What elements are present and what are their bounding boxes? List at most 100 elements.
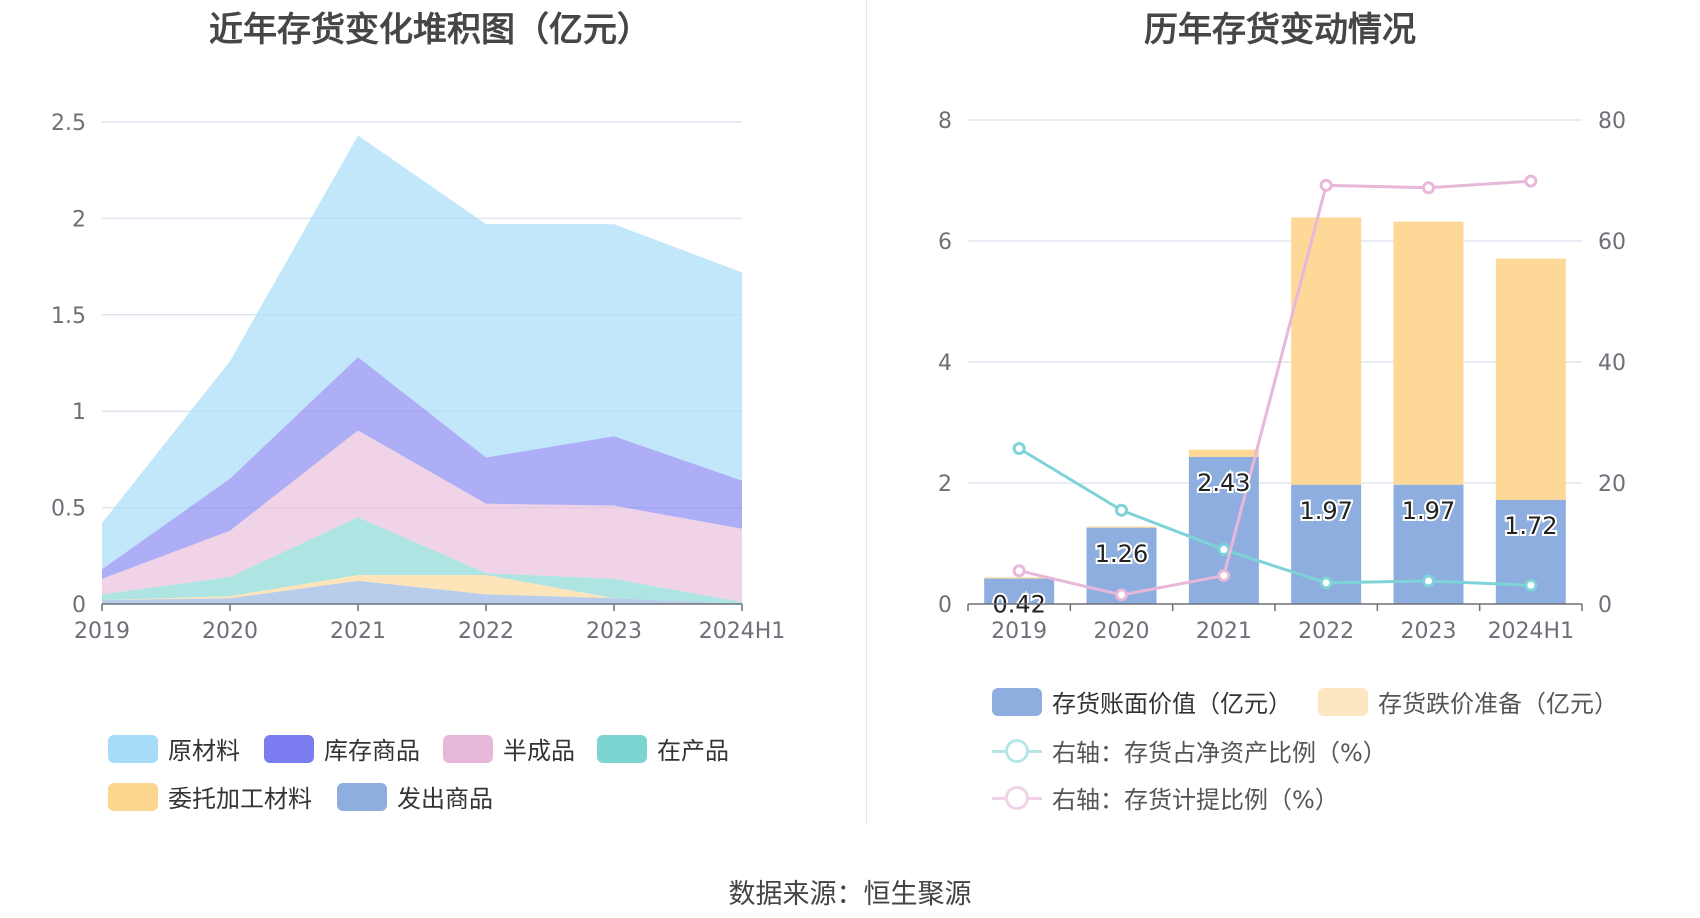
legend-label: 库存商品 <box>324 737 420 765</box>
bar-value-label: 1.26 <box>1095 540 1148 568</box>
line-ratio_net_assets <box>1018 447 1531 587</box>
y-right-tick-label: 80 <box>1598 109 1626 134</box>
y-left-tick-label: 2 <box>938 472 952 497</box>
y-right-tick-label: 60 <box>1598 230 1626 255</box>
legend-label: 半成品 <box>503 737 575 765</box>
legend-item-book-value[interactable]: 存货账面价值（亿元） <box>992 684 1292 719</box>
panel-divider <box>866 0 867 825</box>
x-tick-label: 2023 <box>1401 619 1457 644</box>
area-semi <box>102 430 742 603</box>
line-point <box>1422 574 1435 588</box>
bar-book-value <box>984 578 1055 604</box>
y-tick-label: 2.5 <box>51 111 86 136</box>
legend-swatch-book-value <box>992 687 1042 716</box>
left-area-series <box>102 135 742 604</box>
left-chart-title: 近年存货变化堆积图（亿元） <box>209 10 651 50</box>
line-point <box>1319 576 1333 590</box>
legend-label: 委托加工材料 <box>168 785 312 813</box>
legend-line-icon <box>992 784 1042 812</box>
bar-provision <box>1495 258 1566 500</box>
legend-label: 原材料 <box>168 737 240 765</box>
legend-item-ratio-net-assets[interactable]: 右轴：存货占净资产比例（%） <box>992 733 1387 768</box>
bar-provision <box>1393 221 1464 485</box>
line-point <box>1422 181 1435 195</box>
legend-item-wip[interactable]: 在产品 <box>597 731 729 766</box>
line-point <box>1524 578 1538 592</box>
legend-swatch-raw <box>108 734 158 763</box>
legend-label: 存货账面价值（亿元） <box>1052 690 1292 718</box>
x-tick-label: 2022 <box>1298 619 1354 644</box>
right-line-series <box>1012 174 1538 602</box>
y-left-tick-label: 4 <box>938 351 952 376</box>
right-chart-title: 历年存货变动情况 <box>1144 10 1416 50</box>
y-right-tick-label: 40 <box>1598 351 1626 376</box>
bar-value-label: 1.97 <box>1402 497 1455 525</box>
legend-swatch-semi <box>443 734 493 763</box>
x-tick-label: 2019 <box>74 619 130 644</box>
legend-label: 在产品 <box>657 737 729 765</box>
legend-item-shipped[interactable]: 发出商品 <box>337 779 493 814</box>
x-tick-label: 2022 <box>458 619 514 644</box>
legend-swatch-provision <box>1318 687 1368 716</box>
bar-value-label: 1.97 <box>1299 497 1352 525</box>
legend-swatch-consigned <box>108 782 158 811</box>
right-grid <box>968 119 1582 484</box>
legend-label: 右轴：存货计提比例（%） <box>1052 786 1339 814</box>
bar-value-label: 1.72 <box>1504 512 1557 540</box>
line-point <box>1115 503 1128 517</box>
y-tick-label: 0 <box>72 593 86 618</box>
y-tick-label: 2 <box>72 207 86 232</box>
area-consigned <box>102 575 742 604</box>
x-tick-label: 2021 <box>330 619 386 644</box>
y-tick-label: 1 <box>72 400 86 425</box>
bar-provision <box>984 577 1055 579</box>
y-left-tick-label: 6 <box>938 230 952 255</box>
area-wip <box>102 517 742 604</box>
x-tick-label: 2020 <box>202 619 258 644</box>
line-ratio_provision <box>1018 179 1531 597</box>
data-source-note: 数据来源：恒生聚源 <box>728 879 972 910</box>
bar-value-label: 2.43 <box>1197 469 1250 497</box>
y-right-tick-label: 20 <box>1598 472 1626 497</box>
y-left-tick-label: 8 <box>938 109 952 134</box>
y-tick-label: 0.5 <box>51 497 86 522</box>
bar-provision <box>1291 217 1362 485</box>
line-point <box>1217 543 1231 557</box>
x-tick-label: 2020 <box>1094 619 1150 644</box>
legend-swatch-shipped <box>337 782 387 811</box>
legend-line-icon <box>992 737 1042 765</box>
right-bar-series <box>984 217 1566 604</box>
area-raw <box>102 135 742 570</box>
left-axis: 0 0.5 1 1.5 2 2.5 2019 2020 2021 2022 2023 2024H1 <box>51 111 785 644</box>
legend-label: 发出商品 <box>397 785 493 813</box>
legend-item-raw[interactable]: 原材料 <box>108 731 240 766</box>
line-point <box>1115 588 1128 602</box>
legend-item-ratio-provision[interactable]: 右轴：存货计提比例（%） <box>992 780 1339 815</box>
x-tick-label: 2023 <box>586 619 642 644</box>
right-bar-labels: 0.421.262.431.97 1.971.72 <box>990 467 1559 621</box>
x-tick-label: 2021 <box>1196 619 1252 644</box>
line-point <box>1319 178 1333 192</box>
y-right-tick-label: 0 <box>1598 593 1612 618</box>
area-inventory_goods <box>102 357 742 579</box>
x-tick-label: 2024H1 <box>699 619 786 644</box>
line-point <box>1012 564 1026 578</box>
bar-provision <box>1188 449 1259 457</box>
y-tick-label: 1.5 <box>51 304 86 329</box>
legend-swatch-inventory-goods <box>264 734 314 763</box>
area-shipped <box>102 580 742 604</box>
x-tick-label: 2019 <box>991 619 1047 644</box>
bar-provision <box>1086 526 1157 528</box>
legend-item-provision[interactable]: 存货跌价准备（亿元） <box>1318 684 1618 719</box>
x-tick-label: 2024H1 <box>1488 619 1575 644</box>
legend-item-semi[interactable]: 半成品 <box>443 731 575 766</box>
y-left-tick-label: 0 <box>938 593 952 618</box>
legend-item-inventory-goods[interactable]: 库存商品 <box>264 731 420 766</box>
line-point <box>1524 174 1538 188</box>
legend-item-consigned[interactable]: 委托加工材料 <box>108 779 312 814</box>
legend-swatch-wip <box>597 734 647 763</box>
legend-label: 存货跌价准备（亿元） <box>1378 690 1618 718</box>
line-point <box>1217 569 1231 583</box>
